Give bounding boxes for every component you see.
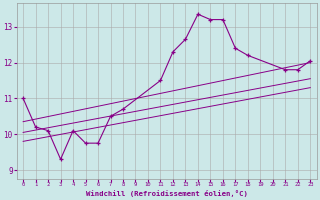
- X-axis label: Windchill (Refroidissement éolien,°C): Windchill (Refroidissement éolien,°C): [86, 190, 248, 197]
